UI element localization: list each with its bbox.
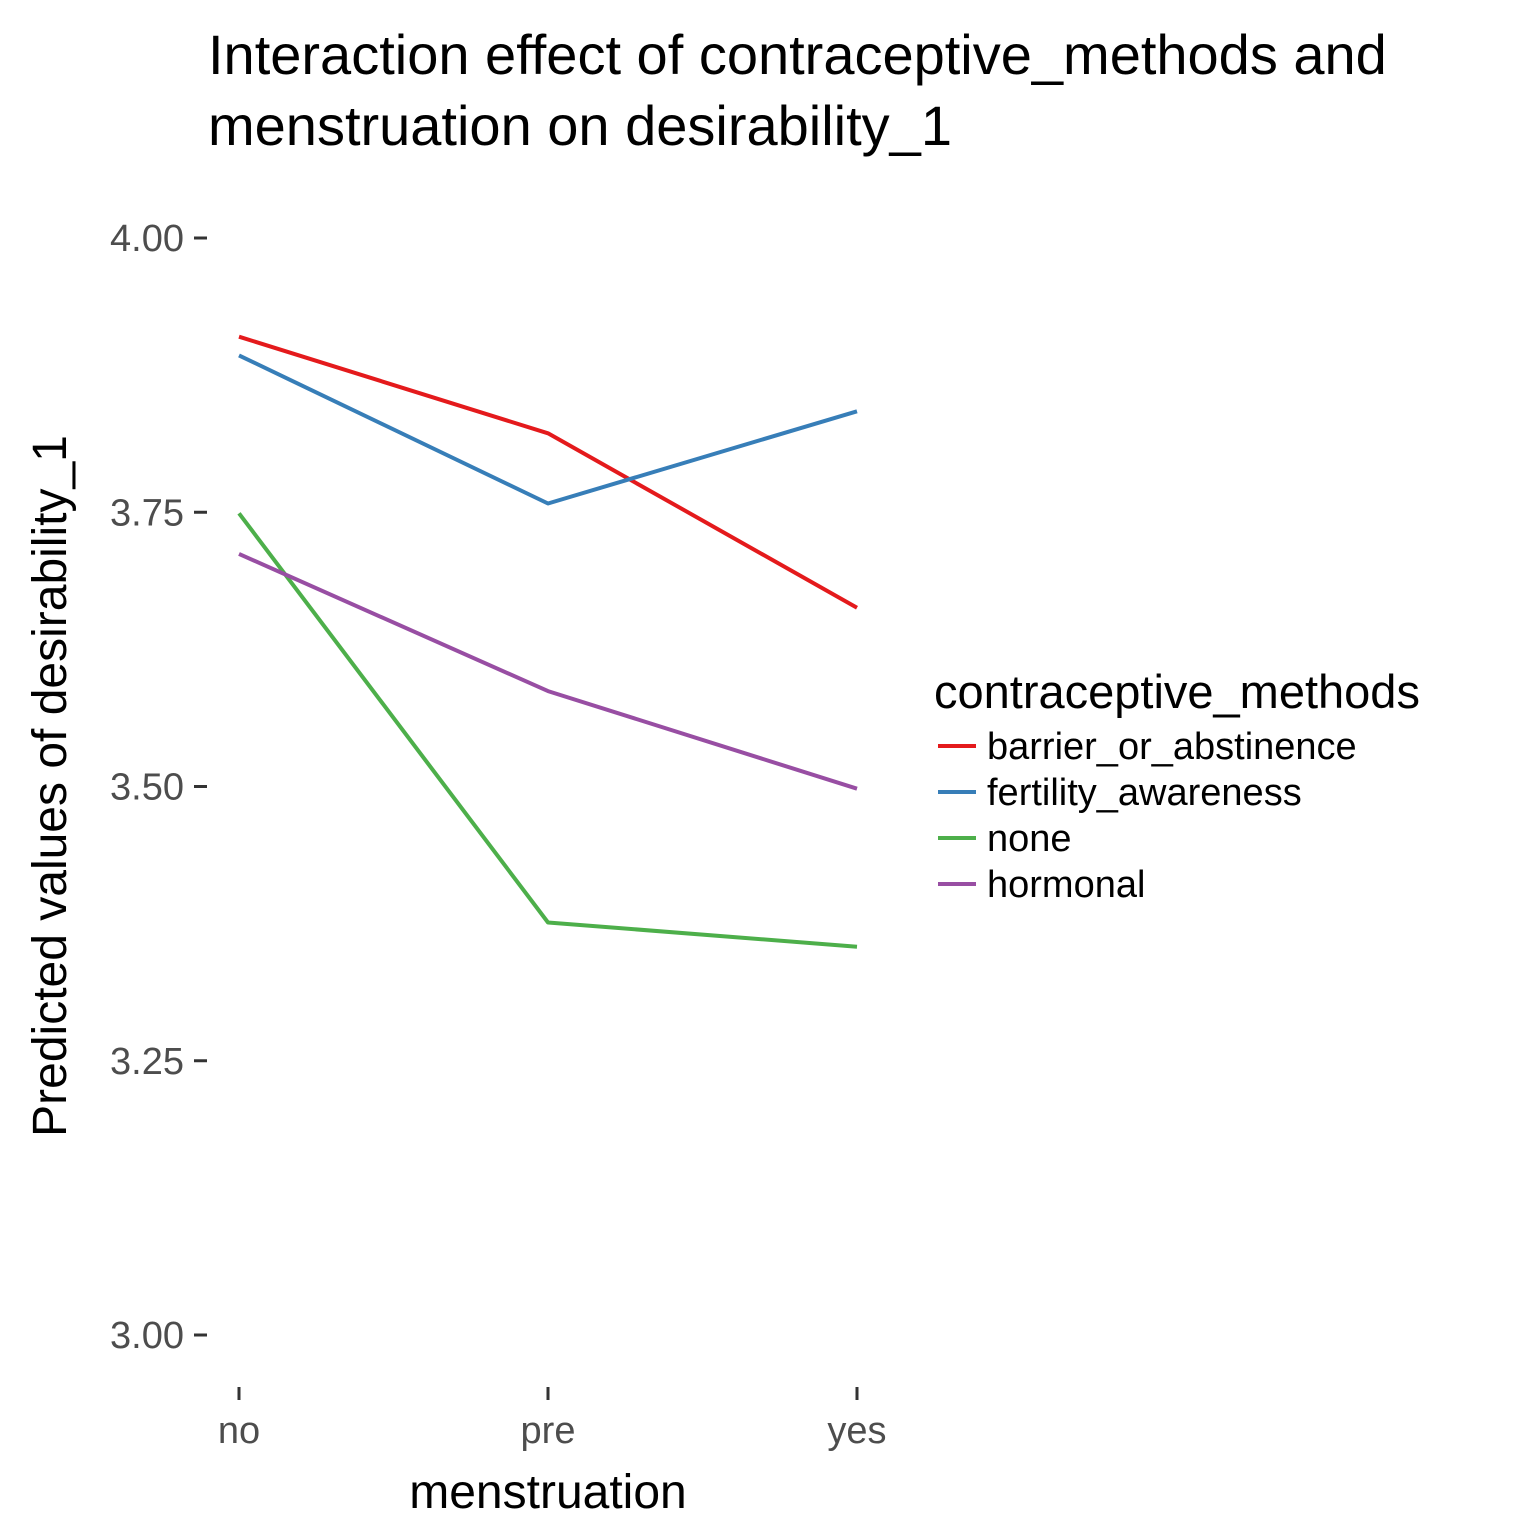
y-axis-title: Predicted values of desirability_1 — [24, 435, 77, 1137]
x-tick-label: pre — [521, 1410, 576, 1452]
series-line-barrier-or-abstinence — [238, 334, 858, 610]
plot-area — [237, 334, 858, 949]
y-tick-label: 4.00 — [110, 218, 184, 260]
legend-label: barrier_or_abstinence — [987, 726, 1357, 768]
y-axis: 3.00 3.25 3.50 3.75 4.00 — [110, 218, 207, 1357]
legend-label: none — [987, 818, 1072, 860]
y-tick-label: 3.00 — [110, 1315, 184, 1357]
series-line-fertility-awareness — [238, 353, 858, 506]
legend-label: fertility_awareness — [987, 772, 1302, 814]
x-tick-label: yes — [827, 1410, 886, 1452]
legend-label: hormonal — [987, 864, 1145, 906]
series-line-hormonal — [238, 552, 858, 791]
legend-items: barrier_or_abstinencefertility_awareness… — [938, 726, 1357, 906]
y-tick-label: 3.75 — [110, 492, 184, 534]
y-tick-label: 3.50 — [110, 767, 184, 809]
x-axis: no pre yes — [218, 1387, 887, 1452]
x-axis-title: menstruation — [409, 1466, 686, 1519]
legend: contraceptive_methods barrier_or_abstine… — [934, 665, 1420, 906]
series-line-none — [237, 512, 858, 949]
chart-title-line-1: Interaction effect of contraceptive_meth… — [208, 23, 1387, 86]
chart-title: Interaction effect of contraceptive_meth… — [208, 23, 1387, 157]
chart-title-line-2: menstruation on desirability_1 — [208, 94, 952, 157]
legend-title: contraceptive_methods — [934, 665, 1420, 718]
y-tick-label: 3.25 — [110, 1041, 184, 1083]
x-tick-label: no — [218, 1410, 260, 1452]
